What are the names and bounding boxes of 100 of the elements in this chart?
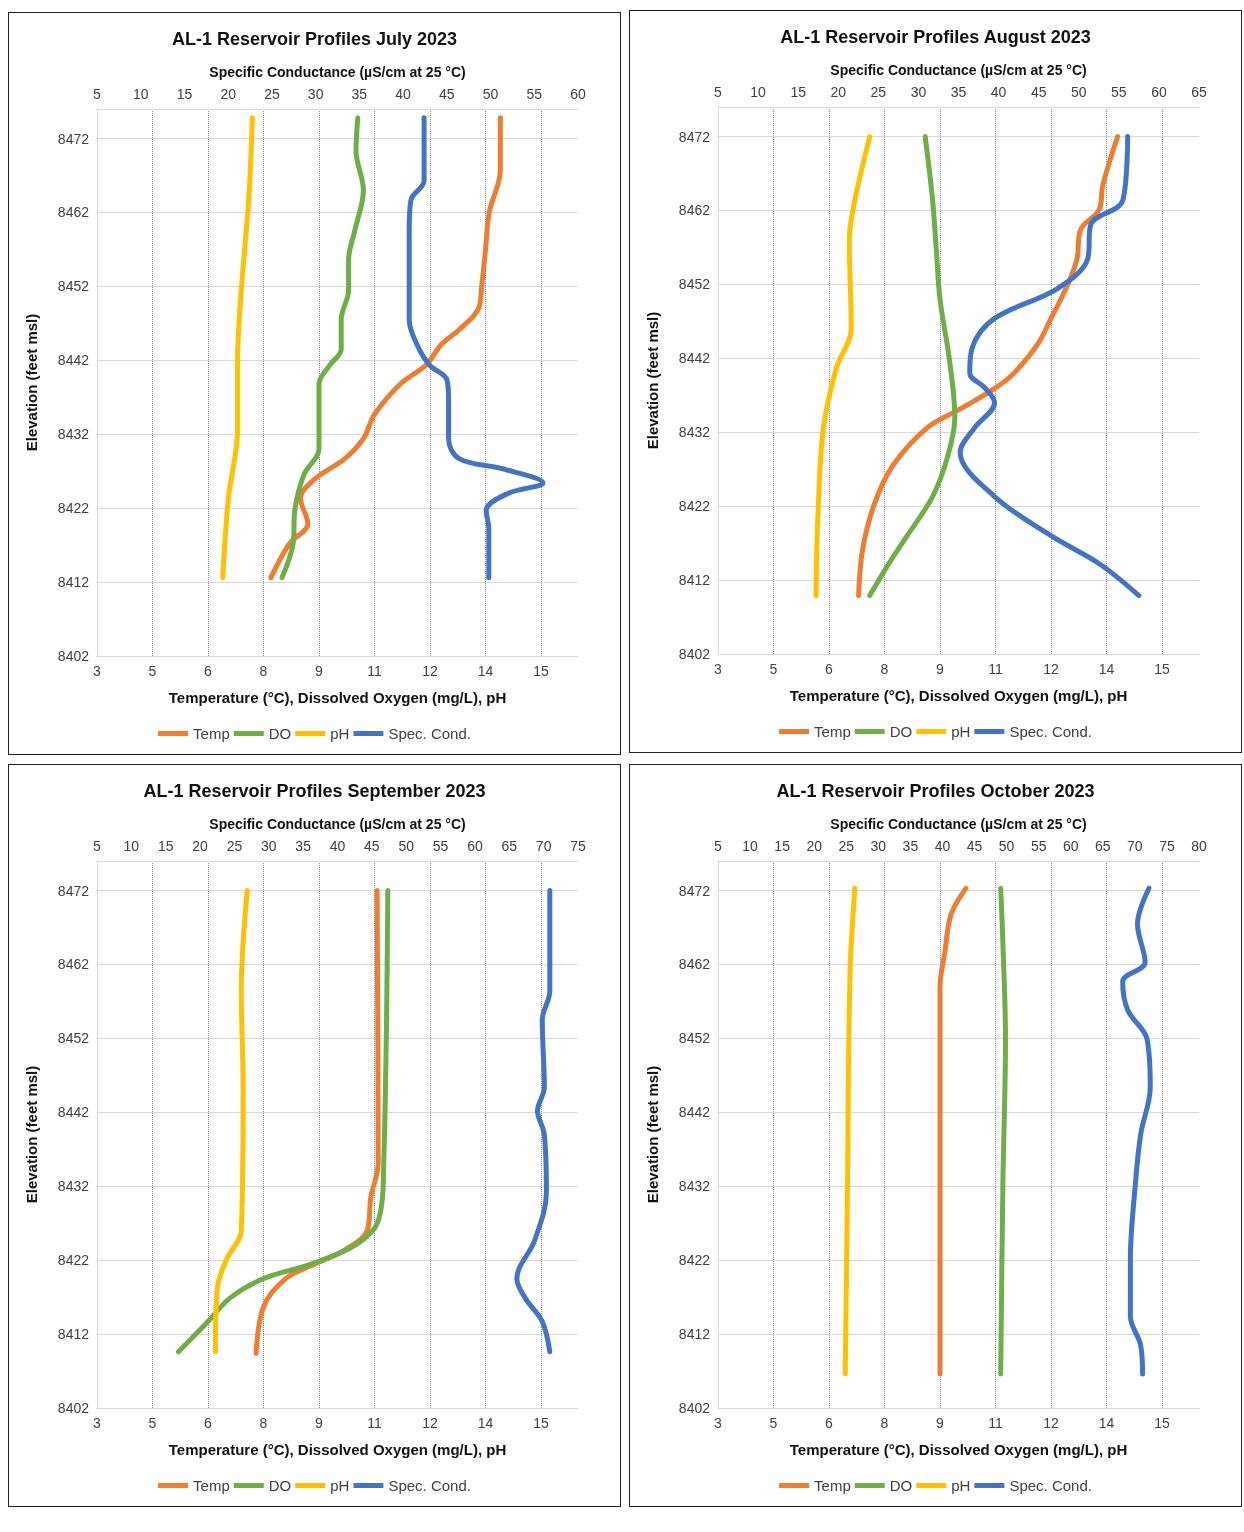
x-tick-label: 14 xyxy=(1098,661,1115,677)
x-tick-label: 12 xyxy=(422,1415,438,1431)
x2-axis-title: Specific Conductance (µS/cm at 25 °C) xyxy=(830,62,1087,78)
x-tick-label: 8 xyxy=(880,661,889,677)
x-tick-label: 6 xyxy=(204,1415,213,1431)
x2-tick-label: 5 xyxy=(714,838,723,854)
x2-tick-label: 30 xyxy=(261,838,277,854)
x2-tick-label: 50 xyxy=(482,86,499,102)
x-tick-label: 6 xyxy=(204,663,213,679)
x2-tick-label: 55 xyxy=(432,838,449,854)
legend-label: Spec. Cond. xyxy=(388,1477,471,1494)
x-axis-title: Temperature (°C), Dissolved Oxygen (mg/L), pH xyxy=(168,689,507,706)
x-axis-title: Temperature (°C), Dissolved Oxygen (mg/L), pH xyxy=(789,1441,1128,1458)
x2-tick-label: 45 xyxy=(364,838,380,854)
x2-tick-label: 30 xyxy=(910,84,927,100)
x2-tick-label: 35 xyxy=(351,86,368,102)
x2-tick-label: 45 xyxy=(439,86,455,102)
x2-tick-label: 55 xyxy=(1111,84,1127,100)
x2-tick-label: 20 xyxy=(220,86,237,102)
x-tick-label: 12 xyxy=(1043,661,1059,677)
x2-tick-label: 60 xyxy=(570,86,586,102)
x2-tick-label: 20 xyxy=(830,84,847,100)
x2-tick-label: 25 xyxy=(226,838,243,854)
y-tick-label: 8402 xyxy=(57,648,90,664)
x-tick-label: 5 xyxy=(148,1415,157,1431)
x2-tick-label: 25 xyxy=(838,838,855,854)
x2-tick-label: 65 xyxy=(1095,838,1111,854)
y-tick-label: 8432 xyxy=(678,424,711,441)
x-tick-label: 9 xyxy=(315,1415,324,1431)
y-tick-label: 8452 xyxy=(678,1030,711,1047)
x2-tick-label: 55 xyxy=(526,86,543,102)
y-tick-label: 8452 xyxy=(678,276,711,293)
y-tick-label: 8472 xyxy=(678,882,711,899)
x-tick-label: 5 xyxy=(769,1415,778,1431)
y-tick-label: 8412 xyxy=(678,572,711,589)
x2-axis-title: Specific Conductance (µS/cm at 25 °C) xyxy=(830,816,1087,832)
y-tick-label: 8432 xyxy=(678,1178,711,1195)
x2-tick-label: 40 xyxy=(934,838,951,854)
legend-label: pH xyxy=(330,725,350,742)
chart-title: AL-1 Reservoir Profiles September 2023 xyxy=(143,781,486,801)
x2-tick-label: 75 xyxy=(570,838,586,854)
x2-tick-label: 45 xyxy=(1030,84,1047,100)
y-tick-label: 8412 xyxy=(678,1326,711,1343)
x2-tick-label: 20 xyxy=(192,838,209,854)
y-tick-label: 8432 xyxy=(57,426,90,443)
y-tick-label: 8462 xyxy=(57,956,90,973)
x-axis-title: Temperature (°C), Dissolved Oxygen (mg/L), pH xyxy=(168,1441,507,1458)
y-tick-label: 8412 xyxy=(57,574,90,591)
legend-label: Spec. Cond. xyxy=(1009,723,1092,740)
x2-tick-label: 35 xyxy=(295,838,312,854)
y-tick-label: 8422 xyxy=(678,498,711,515)
x2-tick-label: 15 xyxy=(157,838,174,854)
legend-label: pH xyxy=(330,1477,350,1494)
chart-title: AL-1 Reservoir Profiles August 2023 xyxy=(780,27,1091,47)
x-tick-label: 11 xyxy=(988,661,1003,677)
x2-tick-label: 65 xyxy=(1191,84,1207,100)
legend-label: Temp xyxy=(814,1477,851,1494)
y-axis-title: Elevation (feet msl) xyxy=(644,311,661,450)
x2-axis-title: Specific Conductance (µS/cm at 25 °C) xyxy=(209,64,466,80)
x-tick-label: 8 xyxy=(880,1415,889,1431)
x2-axis-title: Specific Conductance (µS/cm at 25 °C) xyxy=(209,816,466,832)
x2-tick-label: 35 xyxy=(950,84,967,100)
x2-tick-label: 5 xyxy=(93,838,102,854)
legend-label: pH xyxy=(951,723,971,740)
x-tick-label: 8 xyxy=(259,1415,268,1431)
y-tick-label: 8422 xyxy=(57,1252,90,1269)
y-tick-label: 8462 xyxy=(678,202,711,219)
legend-label: Temp xyxy=(193,1477,230,1494)
y-tick-label: 8462 xyxy=(57,204,90,221)
x2-tick-label: 5 xyxy=(714,84,723,100)
x-tick-label: 5 xyxy=(148,663,157,679)
x2-tick-label: 10 xyxy=(750,84,767,100)
y-tick-label: 8452 xyxy=(57,278,90,295)
legend-label: Temp xyxy=(814,723,851,740)
legend-label: DO xyxy=(889,723,913,740)
y-axis-title: Elevation (feet msl) xyxy=(644,1065,661,1204)
x2-tick-label: 80 xyxy=(1191,838,1207,854)
x2-tick-label: 35 xyxy=(902,838,919,854)
x-tick-label: 11 xyxy=(988,1415,1003,1431)
x2-tick-label: 70 xyxy=(1127,838,1143,854)
x2-tick-label: 30 xyxy=(870,838,887,854)
x-tick-label: 3 xyxy=(93,1415,102,1431)
x2-tick-label: 60 xyxy=(1151,84,1167,100)
x2-tick-label: 70 xyxy=(535,838,552,854)
chart-title: AL-1 Reservoir Profiles October 2023 xyxy=(776,781,1095,801)
x-axis-title: Temperature (°C), Dissolved Oxygen (mg/L), pH xyxy=(789,687,1128,704)
y-tick-label: 8442 xyxy=(678,1104,711,1121)
x2-tick-label: 15 xyxy=(790,84,807,100)
x-tick-label: 3 xyxy=(714,661,723,677)
x2-tick-label: 25 xyxy=(264,86,280,102)
x-tick-label: 5 xyxy=(769,661,778,677)
x2-tick-label: 45 xyxy=(966,838,983,854)
y-tick-label: 8472 xyxy=(57,882,90,899)
x2-tick-label: 5 xyxy=(93,86,102,102)
legend-label: pH xyxy=(951,1477,971,1494)
y-tick-label: 8422 xyxy=(678,1252,711,1269)
y-tick-label: 8402 xyxy=(57,1400,90,1416)
x-tick-label: 12 xyxy=(1043,1415,1059,1431)
x2-tick-label: 60 xyxy=(1062,838,1079,854)
y-tick-label: 8472 xyxy=(57,130,90,147)
